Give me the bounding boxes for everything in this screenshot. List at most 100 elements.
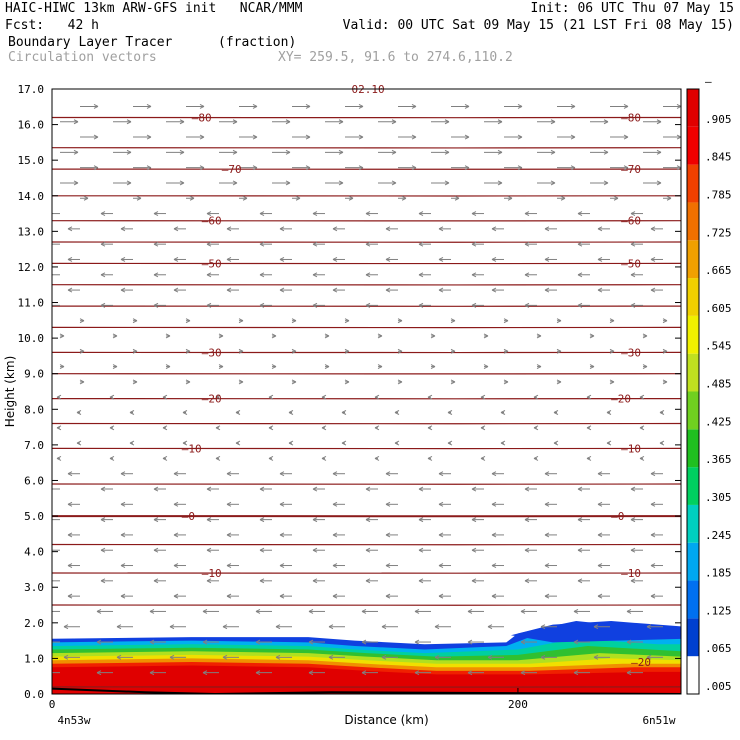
vector-arrowhead [112,333,118,339]
vector-arrowhead [609,348,615,354]
vector-arrowhead [291,318,297,324]
vector-arrowhead [136,195,142,201]
colorbar-label: .725 [705,226,732,239]
vector-arrowhead [524,486,530,492]
vector-arrowhead [544,501,550,507]
contour-line [52,372,681,375]
vector-arrowhead [222,654,228,660]
vector-arrowhead [630,241,636,247]
vector-arrowhead [348,195,354,201]
vector-arrowhead [480,455,486,461]
vector-arrowhead [450,379,456,385]
contour-label: –60 [621,215,641,228]
vector-arrowhead [593,654,599,660]
vector-arrowhead [153,486,159,492]
vector-arrowhead [305,165,311,171]
vector-arrowhead [444,180,450,186]
vector-arrowhead [586,425,592,431]
colorbar-segment [687,164,699,203]
vector-arrowhead [185,348,191,354]
cross-section-endpoints: XY= 259.5, 91.6 to 274.6,110.2 [278,50,513,65]
vector-arrowhead [630,578,636,584]
colorbar-segment [687,278,699,316]
vector-arrowhead [500,440,506,446]
vector-arrowhead [129,410,135,415]
vector-arrowhead [471,241,477,247]
vector-arrowhead [434,624,440,630]
vector-arrowhead [149,639,155,645]
vector-arrowhead [573,670,579,676]
vector-arrowhead [321,455,327,461]
contour-line [52,351,681,354]
vector-arrowhead [332,226,338,232]
vector-arrowhead [544,287,550,293]
vector-arrowhead [450,318,456,324]
vector-field-name: Circulation vectors [8,50,157,65]
vector-arrowhead [650,226,656,232]
vector-arrowhead [401,195,407,201]
vector-arrowhead [344,348,350,354]
y-tick-label: 13.0 [18,225,45,238]
x-axis-title: Distance (km) [344,713,428,727]
vector-arrowhead [268,425,274,431]
vector-arrowhead [259,547,265,553]
vector-arrowhead [132,379,138,385]
vector-arrowhead [385,532,391,538]
vector-arrowhead [173,532,179,538]
vector-arrowhead [44,609,48,613]
vector-arrowhead [597,257,603,262]
vector-arrowhead [132,318,138,324]
vector-arrowhead [226,593,232,599]
vector-arrowhead [169,624,175,630]
vector-arrowhead [524,547,530,553]
vector-arrowhead [291,348,297,354]
vector-arrowhead [676,103,681,109]
contour-line [52,194,681,197]
vector-arrowhead [650,532,656,538]
vector-arrowhead [491,593,497,599]
vector-arrowhead [173,471,179,477]
vector-arrowhead [189,195,195,201]
vector-arrowhead [374,425,380,431]
vector-arrowhead [550,180,556,186]
contour-line [52,447,681,450]
vector-arrowhead [332,287,338,293]
vector-arrowhead [52,578,53,583]
colorbar-segment [687,580,699,619]
vector-arrowhead [577,211,583,217]
vector-arrowhead [491,471,497,477]
vector-arrowhead [332,501,338,507]
vector-arrowhead [238,318,244,324]
vector-arrowhead [438,532,444,538]
vector-arrowhead [76,440,82,446]
vector-arrowhead [226,257,232,262]
vector-arrowhead [126,119,132,125]
vector-arrowhead [222,624,228,630]
vector-arrowhead [116,624,122,630]
vector-arrowhead [305,134,311,140]
vector-arrowhead [73,149,79,155]
vector-arrowhead [544,563,550,568]
vector-arrowhead [83,195,89,201]
vector-arrowhead [259,486,265,492]
vector-arrowhead [553,440,559,446]
vector-arrowhead [544,532,550,538]
contour-label: –30 [202,346,222,359]
contour-label: –50 [621,257,641,270]
vector-arrowhead [173,257,179,262]
vector-arrowhead [418,486,424,492]
vector-arrowhead [503,379,509,385]
vector-arrowhead [312,517,318,523]
vector-arrowhead [471,486,477,492]
vector-arrowhead [464,134,470,140]
colorbar-segment [687,467,699,505]
vector-arrowhead [662,318,668,324]
vector-arrowhead [199,165,205,171]
colorbar-label: .005 [705,680,732,693]
vector-arrowhead [116,654,122,660]
vector-arrowhead [577,547,583,553]
vector-arrowhead [341,410,347,415]
vector-arrowhead [464,103,470,109]
vector-arrowhead [344,318,350,324]
